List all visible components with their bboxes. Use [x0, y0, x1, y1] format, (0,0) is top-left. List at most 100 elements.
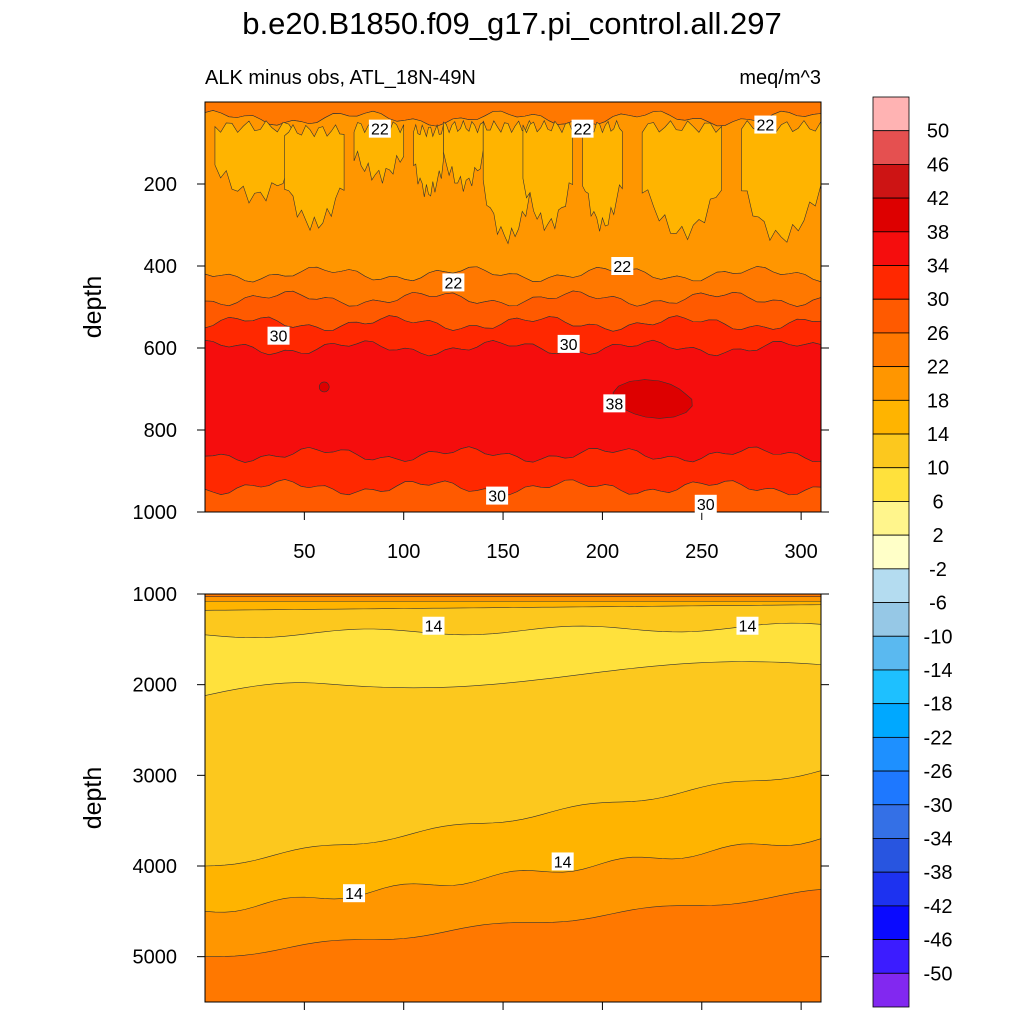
colorbar-label: -18: [924, 694, 953, 716]
colorbar-label: 38: [927, 222, 949, 244]
colorbar-label: 46: [927, 154, 949, 176]
colorbar-swatch: [872, 939, 910, 974]
colorbar-label: 2: [932, 525, 943, 547]
svg-text:14: 14: [739, 619, 757, 636]
colorbar-label: 26: [927, 323, 949, 345]
svg-text:14: 14: [425, 619, 443, 636]
upper-ytick-label: 400: [144, 256, 177, 278]
colorbar-label: -22: [924, 727, 953, 749]
upper-contour-label: 22: [754, 115, 777, 135]
upper-patch-38-small: [318, 381, 330, 393]
lower-ytick-label: 2000: [133, 675, 178, 697]
svg-text:30: 30: [560, 337, 578, 354]
colorbar-swatch: [872, 736, 910, 772]
svg-text:14: 14: [345, 886, 363, 903]
lower-region-22: [205, 594, 821, 598]
colorbar-swatch: [872, 433, 910, 469]
upper-ytick-label: 1000: [133, 502, 178, 524]
svg-text:38: 38: [605, 396, 623, 413]
colorbar-label: -38: [924, 862, 953, 884]
upper-ytick-label: 800: [144, 420, 177, 442]
colorbar-label: 34: [927, 256, 949, 278]
upper-contour-label: 22: [571, 119, 594, 139]
upper-contour-label: 22: [611, 257, 634, 276]
upper-contour-label: 38: [603, 394, 626, 413]
upper-fills: [205, 102, 821, 512]
chart-subtitle: ALK minus obs, ATL_18N-49N: [205, 67, 476, 89]
lower-ytick-label: 3000: [133, 765, 178, 787]
colorbar-label: 50: [927, 121, 949, 143]
upper-xtick-label: 300: [784, 541, 817, 563]
upper-band-26: [205, 479, 821, 512]
upper-ytick-label: 600: [144, 338, 177, 360]
upper-ytick-label: 200: [144, 174, 177, 196]
colorbar-swatch: [872, 871, 910, 907]
colorbar-label: -34: [924, 828, 953, 850]
upper-xtick-label: 200: [586, 541, 619, 563]
lower-contour-label: 14: [343, 884, 366, 903]
colorbar-label: 18: [927, 390, 949, 412]
colorbar-label: -2: [929, 559, 947, 581]
colorbar-label: -42: [924, 896, 953, 918]
colorbar-label: -10: [924, 626, 953, 648]
chart-units: meq/m^3: [739, 67, 821, 89]
colorbar-label: -14: [924, 660, 953, 682]
upper-patch-14: [522, 119, 573, 232]
upper-xtick-label: 100: [387, 541, 420, 563]
upper-patch-14: [284, 124, 345, 232]
upper-contour-label: 22: [368, 119, 391, 139]
upper-patch-14: [413, 123, 444, 197]
chart-title: b.e20.B1850.f09_g17.pi_control.all.297: [242, 6, 782, 41]
colorbar-label: 6: [932, 491, 943, 513]
colorbar-swatch: [872, 838, 910, 873]
lower-region-22-deep: [205, 889, 821, 1002]
colorbar-label: -6: [929, 593, 947, 615]
colorbar-label: 30: [927, 289, 949, 311]
colorbar-swatch: [872, 804, 910, 839]
colorbar-swatch: [872, 332, 910, 368]
lower-fills: [205, 594, 821, 1002]
lower-frame: [204, 593, 822, 1003]
lower-contour-label: 14: [422, 616, 445, 636]
colorbar-swatch: [872, 905, 910, 940]
upper-xtick-label: 150: [486, 541, 519, 563]
lower-ytick-label: 4000: [133, 856, 178, 878]
colorbar-swatch: [872, 298, 910, 334]
colorbar-swatch: [872, 703, 910, 738]
svg-text:22: 22: [371, 122, 389, 139]
upper-contour-label: 30: [694, 494, 717, 514]
upper-patch-14: [582, 119, 623, 232]
colorbar-label: 14: [927, 424, 949, 446]
upper-contour-label: 22: [442, 273, 465, 292]
upper-xtick-label: 250: [685, 541, 718, 563]
upper-patch-14: [641, 120, 722, 241]
lower-contour-label: 14: [551, 852, 574, 871]
colorbar-swatch: [872, 366, 910, 401]
colorbar-swatch: [872, 669, 910, 705]
svg-text:22: 22: [444, 275, 462, 292]
colorbar-swatch: [872, 130, 910, 165]
colorbar-label: 42: [927, 188, 949, 210]
svg-text:22: 22: [613, 259, 631, 276]
lower-contour-label: 14: [736, 616, 759, 636]
colorbar-swatch: [872, 501, 910, 536]
upper-band-34: [205, 339, 821, 463]
colorbar-swatch: [872, 568, 910, 603]
colorbar-swatch: [872, 770, 910, 806]
colorbar-swatch: [872, 635, 910, 671]
upper-frame: [204, 101, 822, 513]
upper-contour-label: 30: [267, 326, 290, 346]
colorbar-swatch: [872, 399, 910, 435]
colorbar-label: -46: [924, 930, 953, 952]
lower-panel: 1000 2000 3000 4000 5000 14 14 14 14: [133, 584, 829, 1010]
svg-text:30: 30: [488, 489, 506, 506]
colorbar-label: -50: [924, 963, 953, 985]
colorbar: 50 46 42 38 34 30 26 22 18 14 10 6 2 -2 -6 -10 -14 -18 -22…: [872, 96, 953, 1008]
lower-ylabel: depth: [79, 767, 107, 830]
colorbar-swatch: [872, 534, 910, 570]
upper-contour-label: 30: [557, 334, 580, 354]
colorbar-swatch: [872, 265, 910, 300]
svg-text:22: 22: [574, 122, 592, 139]
colorbar-label: 10: [927, 458, 949, 480]
